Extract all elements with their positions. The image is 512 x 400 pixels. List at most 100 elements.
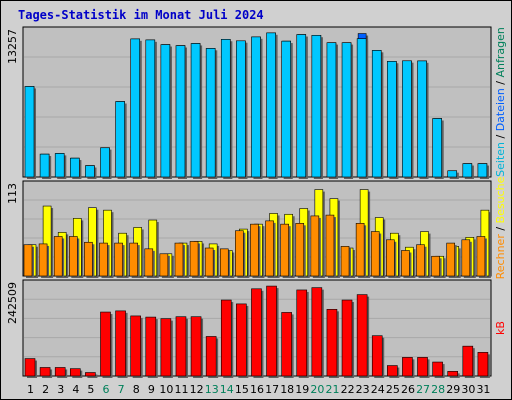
bar-rechner	[370, 231, 380, 277]
bar-kb	[130, 315, 141, 377]
bar-anfragen	[371, 50, 382, 178]
bar-rechner	[325, 214, 335, 277]
bar-kb	[175, 316, 187, 377]
bar-kb	[371, 335, 383, 377]
x-tick-label-day: 6	[103, 383, 110, 396]
x-tick-label-day: 13	[205, 383, 219, 396]
x-tick-label-day: 20	[310, 383, 324, 396]
bar-anfragen	[190, 43, 201, 178]
bar-anfragen	[220, 39, 231, 178]
x-tick-label-day: 15	[235, 383, 249, 396]
bar-anfragen	[100, 147, 110, 178]
bar-anfragen	[296, 34, 307, 178]
bar-kb	[39, 367, 51, 377]
bar-rechner	[159, 253, 169, 277]
bar-anfragen	[160, 44, 171, 178]
bar-kb	[341, 299, 353, 377]
bar-rechner	[129, 242, 138, 277]
bar-rechner	[295, 223, 305, 277]
bar-kb	[236, 303, 247, 377]
x-tick-label-day: 21	[325, 383, 339, 396]
bar-anfragen	[447, 170, 458, 178]
bar-kb	[402, 357, 413, 377]
legend-item-rechner: Rechner	[494, 234, 507, 280]
bar-anfragen	[311, 35, 322, 178]
bar-rechner	[310, 215, 320, 277]
bar-rechner	[280, 223, 289, 277]
bar-anfragen	[175, 45, 186, 178]
bar-kb	[356, 294, 368, 377]
bar-rechner	[250, 223, 259, 277]
bar-anfragen	[402, 60, 412, 178]
bar-kb	[160, 318, 172, 377]
bar-rechner	[204, 247, 214, 277]
bar-kb	[24, 358, 36, 377]
bar-kb	[296, 289, 308, 377]
bar-rechner	[340, 246, 350, 277]
x-tick-label-day: 5	[87, 383, 94, 396]
bar-kb	[477, 352, 489, 377]
legend-item-besuche: Besuche	[494, 176, 507, 223]
bar-rechner	[476, 236, 486, 277]
legend-hits: Seiten / Dateien / Anfragen	[494, 27, 507, 177]
bar-anfragen	[145, 39, 156, 178]
bar-kb	[85, 372, 96, 377]
legend-separator: /	[494, 78, 507, 89]
bar-rechner	[174, 242, 184, 277]
bar-kb	[100, 311, 111, 377]
chart-title: Tages-Statistik im Monat Juli 2024	[18, 8, 264, 22]
legend-visits: Rechner / Besuche	[494, 176, 507, 279]
x-tick-label-day: 3	[57, 383, 64, 396]
bar-rechner	[23, 244, 33, 277]
bar-kb	[266, 285, 277, 377]
bar-kb	[115, 310, 126, 377]
bar-anfragen	[130, 38, 140, 178]
x-tick-label-day: 8	[133, 383, 140, 396]
x-tick-label-day: 25	[386, 383, 400, 396]
bar-anfragen	[462, 163, 473, 178]
x-tick-label-day: 28	[431, 383, 445, 396]
legend-separator: /	[494, 131, 507, 142]
legend-item-dateien: Dateien	[494, 88, 507, 131]
bar-rechner	[68, 236, 78, 277]
bar-anfragen	[24, 86, 35, 178]
bar-anfragen	[205, 48, 216, 178]
x-tick-label-day: 10	[159, 383, 173, 396]
x-tick-label-day: 2	[42, 383, 49, 396]
x-tick-label-day: 30	[461, 383, 475, 396]
bar-rechner	[53, 236, 63, 277]
x-tick-label-day: 22	[341, 383, 355, 396]
legend-item-anfragen: Anfragen	[494, 27, 507, 77]
x-tick-label-day: 11	[175, 383, 189, 396]
legend-item-kb: kB	[494, 321, 507, 335]
bar-kb	[205, 336, 217, 377]
bar-kb	[326, 309, 338, 377]
x-tick-label-day: 9	[148, 383, 155, 396]
bar-kb	[462, 345, 474, 377]
bar-kb	[311, 287, 323, 377]
bar-anfragen	[341, 42, 352, 178]
x-tick-label-day: 26	[401, 383, 415, 396]
bar-kb	[281, 312, 292, 377]
bar-rechner	[461, 239, 471, 277]
y-tick-label-hits: 13257	[6, 29, 19, 64]
bar-kb	[447, 371, 459, 377]
bar-kb	[417, 357, 428, 377]
bar-rechner	[84, 241, 93, 277]
bar-kb	[432, 361, 443, 377]
x-tick-label-day: 16	[250, 383, 264, 396]
bar-rechner	[401, 250, 410, 277]
y-tick-label-visits: 113	[6, 183, 19, 204]
bar-kb	[69, 368, 81, 377]
bar-anfragen	[266, 32, 276, 178]
x-tick-label-day: 19	[295, 383, 309, 396]
bar-anfragen	[387, 61, 397, 178]
bar-anfragen	[251, 36, 261, 178]
x-tick-label-day: 17	[265, 383, 279, 396]
bar-rechner	[355, 223, 365, 277]
bar-kb	[251, 288, 262, 377]
bar-anfragen	[417, 60, 427, 178]
x-tick-label-day: 12	[190, 383, 204, 396]
